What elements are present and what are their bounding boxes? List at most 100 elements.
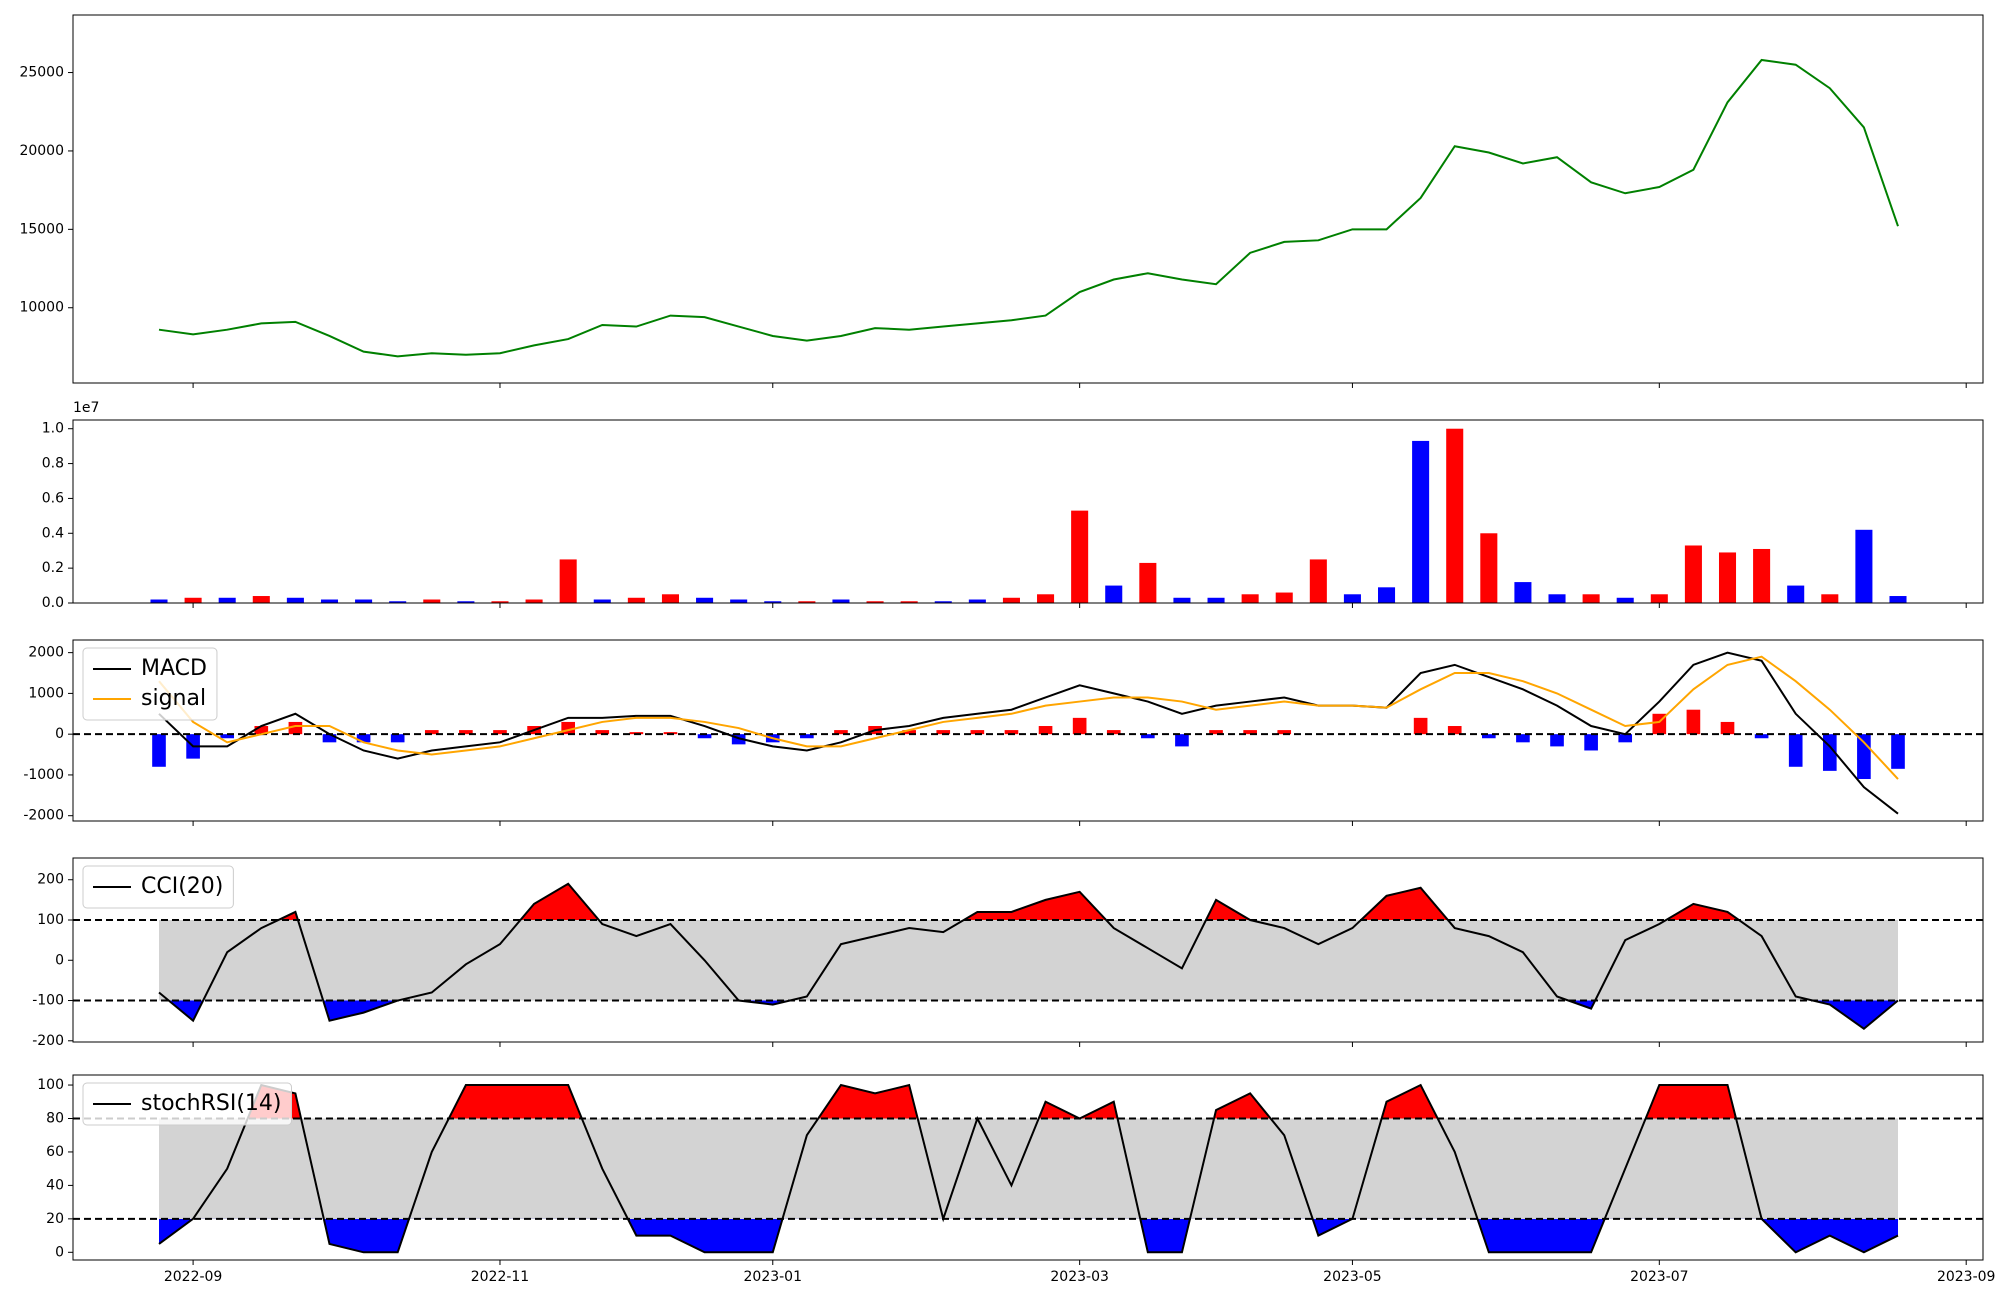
volume-bar: [1821, 594, 1839, 603]
legend-label: signal: [141, 686, 206, 711]
y-tick-label: 0.0: [42, 595, 64, 611]
volume-bar: [252, 596, 270, 603]
histogram-bar: [970, 730, 985, 735]
volume-bar: [1037, 594, 1055, 603]
y-tick-label: 80: [46, 1110, 64, 1126]
volume-bar: [627, 597, 645, 603]
volume-bar: [696, 597, 714, 603]
legend-label: CCI(20): [141, 874, 223, 899]
volume-bar: [491, 601, 509, 603]
volume-bar: [320, 599, 339, 603]
volume-bar: [355, 599, 373, 603]
volume-bar: [389, 601, 407, 603]
histogram-bar: [1857, 734, 1871, 780]
legend-box: [82, 647, 218, 721]
volume-bar: [1582, 594, 1600, 603]
y-tick-label: 0.6: [42, 490, 64, 506]
volume-bar: [218, 597, 236, 603]
y-tick-label: 1.0: [42, 421, 64, 437]
above-fill: [159, 883, 1898, 921]
y-tick-label: 15000: [19, 221, 64, 237]
volume-bar: [1753, 548, 1771, 603]
x-tick-label: 2023-05: [1323, 1269, 1382, 1285]
histogram-bar: [220, 734, 235, 739]
volume-bar: [184, 597, 202, 603]
volume-bar: [866, 601, 884, 603]
histogram-bar: [629, 732, 644, 735]
histogram-bar: [254, 726, 269, 735]
plot-frame: [72, 419, 1984, 604]
histogram-bar: [1516, 734, 1530, 743]
volume-bar: [286, 597, 304, 603]
y-tick-label: 200: [37, 872, 64, 888]
legend: MACD signal: [82, 647, 218, 721]
histogram-bar: [834, 730, 848, 735]
volume-bar: [423, 599, 441, 603]
plot-frame: [72, 857, 1984, 1043]
volume-bar: [525, 599, 543, 603]
y-tick-label: 0: [55, 952, 64, 968]
y-tick-label: 20000: [19, 143, 64, 159]
histogram-bar: [1686, 709, 1701, 735]
volume-bar: [900, 601, 918, 603]
plot-frame: [72, 14, 1984, 384]
x-tick-label: 2023-03: [1050, 1269, 1109, 1285]
volume-bar: [1718, 552, 1737, 603]
histogram-bar: [800, 734, 814, 739]
histogram-bar: [1243, 730, 1257, 735]
histogram-bar: [1447, 726, 1462, 735]
volume-bar: [730, 599, 748, 603]
volume-bar: [1548, 594, 1566, 603]
y-tick-label: -200: [32, 1033, 64, 1049]
volume-bar: [1275, 592, 1293, 603]
y-tick-label: 100: [37, 1077, 64, 1093]
histogram-bar: [1072, 717, 1087, 735]
x-tick-label: 2023-09: [1937, 1269, 1996, 1285]
volume-bar: [1412, 440, 1430, 603]
series-line: [158, 882, 1899, 1030]
y-tick-label: 0: [55, 726, 64, 742]
histogram-bar: [1584, 734, 1598, 751]
y-tick-label: -2000: [23, 808, 64, 824]
legend-label: stochRSI(14): [141, 1091, 282, 1116]
y-tick-label: 20: [46, 1211, 64, 1227]
volume-bar: [1105, 585, 1123, 603]
histogram-bar: [322, 734, 337, 743]
plot-frame: [72, 639, 1984, 822]
volume-bar: [559, 559, 577, 603]
volume-bar: [1343, 594, 1361, 603]
legend: stochRSI(14): [82, 1082, 292, 1126]
volume-bar: [457, 601, 475, 603]
series-line: [158, 58, 1899, 358]
volume-bar: [798, 601, 816, 603]
volume-bar: [1139, 562, 1157, 603]
histogram-bar: [1754, 734, 1769, 739]
histogram-bar: [663, 732, 678, 735]
volume-bar: [150, 599, 168, 603]
y-tick-label: -1000: [23, 767, 64, 783]
below-fill: [159, 1000, 1898, 1029]
volume-bar: [1002, 597, 1020, 603]
volume-bar: [593, 599, 611, 603]
series-line: [158, 655, 1899, 780]
x-tick-label: 2022-09: [164, 1269, 223, 1285]
histogram-bar: [1038, 726, 1053, 735]
volume-bar: [1446, 428, 1464, 603]
below-fill: [159, 1218, 1898, 1253]
histogram-bar: [1482, 734, 1496, 739]
y-tick-label: 2000: [28, 645, 64, 661]
y-tick-label: -100: [32, 993, 64, 1009]
x-tick-label: 2023-01: [744, 1269, 803, 1285]
histogram-bar: [902, 730, 916, 735]
histogram-bar: [288, 721, 303, 735]
series-line: [158, 1083, 1899, 1254]
y-tick-label: 0: [55, 1244, 64, 1260]
y-tick-label: 25000: [19, 65, 64, 81]
legend: CCI(20): [82, 865, 234, 909]
neutral-band: [159, 920, 1898, 1001]
histogram-bar: [1209, 730, 1223, 735]
volume-bar: [1650, 594, 1668, 603]
volume-bar: [1071, 510, 1089, 603]
plot-frame: [72, 1074, 1984, 1261]
